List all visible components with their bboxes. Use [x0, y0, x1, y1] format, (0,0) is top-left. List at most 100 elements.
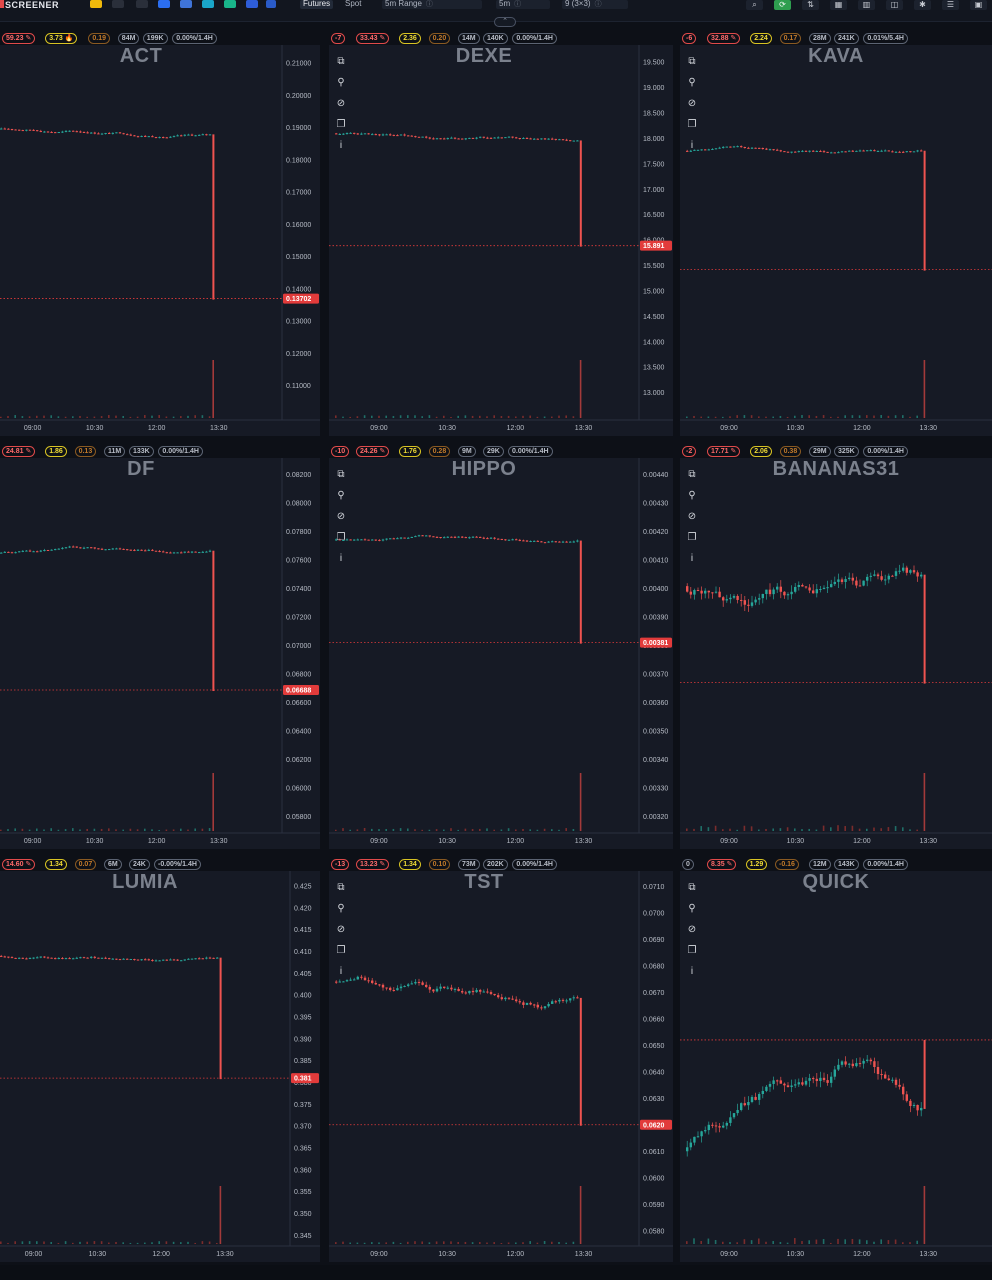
chart-panel-quick[interactable]: 0 8.35 ✎ 1.29 -0.16 12M 143K 0.00%/1.4H 09:00 10… [680, 857, 992, 1262]
hide-icon[interactable]: ⊘ [687, 924, 697, 935]
copy-icon[interactable]: ⧉ [337, 56, 345, 67]
candle-body [891, 151, 894, 153]
chart-panel-lumia[interactable]: 14.60 ✎ 1.34 0.07 6M 24K -0.00%/1.4H 0.425 0.42… [0, 857, 320, 1262]
list-icon[interactable]: ☰ [942, 0, 959, 10]
candle-body [443, 986, 446, 988]
okx-icon[interactable] [136, 0, 148, 8]
bybit-icon[interactable] [112, 0, 124, 8]
candle-body [104, 549, 107, 551]
pin-icon[interactable]: ⚲ [337, 903, 345, 914]
bitget-icon[interactable] [180, 0, 192, 8]
candle-body [576, 140, 579, 142]
candlestick-chart[interactable]: 0.21000 0.20000 0.19000 0.18000 0.17000 0.160… [0, 31, 320, 436]
candle-body [396, 988, 399, 991]
grid-select[interactable]: 9 (3×3) ⓘ [562, 0, 628, 9]
duplicate-icon[interactable]: ❐ [336, 945, 346, 956]
candle-body [205, 134, 208, 136]
candle-body [371, 134, 374, 136]
chart-panel-bananas31[interactable]: -2 17.71 ✎ 2.06 0.38 29M 325K 0.00%/1.4H 09:00 1… [680, 444, 992, 849]
stat-badge: 24.81 ✎ [2, 446, 36, 457]
collapse-toolbar-toggle[interactable]: ⌃ [494, 17, 516, 27]
candlestick-chart[interactable]: 09:00 10:30 12:00 13:30 [680, 31, 992, 436]
info-icon[interactable]: i [690, 140, 694, 151]
other-exchange-icon[interactable] [266, 0, 276, 8]
copy-icon[interactable]: ⧉ [688, 469, 696, 480]
candle-body [489, 992, 493, 994]
chart-panel-kava[interactable]: -6 32.88 ✎ 2.24 0.17 28M 241K 0.01%/5.4H 09:00 1… [680, 31, 992, 436]
duplicate-icon[interactable]: ❐ [336, 119, 346, 130]
pin-icon[interactable]: ⚲ [337, 77, 345, 88]
binance-icon[interactable] [90, 0, 102, 8]
hide-icon[interactable]: ⊘ [336, 511, 346, 522]
search-icon[interactable]: ⌕ [746, 0, 763, 10]
pin-icon[interactable]: ⚲ [688, 903, 696, 914]
candle-body [93, 132, 96, 134]
window-icon[interactable]: ▣ [970, 0, 987, 10]
copy-icon[interactable]: ⧉ [337, 882, 345, 893]
candle-body [471, 990, 475, 993]
time-tick-label: 09:00 [720, 425, 738, 432]
info-icon[interactable]: i [690, 966, 694, 977]
kucoin-icon[interactable] [224, 0, 236, 8]
chart-panel-act[interactable]: 59.23 ✎ 3.73 🔥 0.19 84M 199K 0.00%/1.4H 0.2100… [0, 31, 320, 436]
hide-icon[interactable]: ⊘ [336, 924, 346, 935]
candlestick-chart[interactable]: 0.0710 0.0700 0.0690 0.0680 0.0670 0.0660 0.06… [329, 857, 673, 1262]
duplicate-icon[interactable]: ❐ [687, 945, 697, 956]
info-icon[interactable]: i [339, 140, 343, 151]
stat-badge: 1.29 [745, 859, 768, 870]
range-select[interactable]: 5m Range ⓘ [382, 0, 482, 9]
candlestick-chart[interactable]: 09:00 10:30 12:00 13:30 [680, 444, 992, 849]
candle-body [884, 1074, 887, 1079]
pin-icon[interactable]: ⚲ [688, 490, 696, 501]
candle-body [129, 134, 132, 136]
duplicate-icon[interactable]: ❐ [687, 119, 697, 130]
htx-icon[interactable] [246, 0, 258, 8]
sort-icon[interactable]: ⇅ [802, 0, 819, 10]
hide-icon[interactable]: ⊘ [687, 511, 697, 522]
pin-icon[interactable]: ⚲ [688, 77, 696, 88]
range-help-icon[interactable]: ⓘ [425, 1, 433, 8]
pin-icon[interactable]: ⚲ [337, 490, 345, 501]
grid-help-icon[interactable]: ⓘ [594, 1, 602, 8]
settings-icon[interactable]: ✱ [914, 0, 931, 10]
columns-icon[interactable]: ▥ [858, 0, 875, 10]
chart-panel-hippo[interactable]: -10 24.26 ✎ 1.76 0.28 9M 29K 0.00%/1.4H 0.00440… [329, 444, 673, 849]
info-icon[interactable]: i [339, 553, 343, 564]
layout-icon[interactable]: ▦ [830, 0, 847, 10]
alert-icon[interactable]: ⟳ [774, 0, 791, 10]
candle-body [558, 139, 561, 141]
chart-panel-dexe[interactable]: -7 33.43 ✎ 2.36 0.20 14M 140K 0.00%/1.4H 19.500… [329, 31, 673, 436]
candle-body [790, 1085, 793, 1087]
candle-body [887, 1078, 890, 1081]
copy-icon[interactable]: ⧉ [688, 882, 696, 893]
volume-bar [486, 1242, 488, 1244]
duplicate-icon[interactable]: ❐ [687, 532, 697, 543]
duplicate-icon[interactable]: ❐ [336, 532, 346, 543]
info-icon[interactable]: i [339, 966, 343, 977]
candlestick-chart[interactable]: 09:00 10:30 12:00 13:30 [680, 857, 992, 1262]
candle-body [385, 987, 388, 989]
hide-icon[interactable]: ⊘ [336, 98, 346, 109]
candlestick-chart[interactable]: 0.08200 0.08000 0.07800 0.07600 0.07400 0.072… [0, 444, 320, 849]
candlestick-chart[interactable]: 0.425 0.420 0.415 0.410 0.405 0.400 0.395 0.390… [0, 857, 320, 1262]
interval-help-icon[interactable]: ⓘ [514, 1, 522, 8]
info-icon[interactable]: i [690, 553, 694, 564]
price-tick-label: 0.0580 [643, 1228, 665, 1235]
spot-tab[interactable]: Spot [345, 0, 362, 8]
candle-body [374, 982, 377, 985]
chart-icon[interactable]: ◫ [886, 0, 903, 10]
candle-body [205, 957, 208, 959]
chart-panel-df[interactable]: 24.81 ✎ 1.86 0.13 11M 133K 0.00%/1.4H 0.08200 0… [0, 444, 320, 849]
futures-tab[interactable]: Futures [300, 0, 334, 9]
copy-icon[interactable]: ⧉ [688, 56, 696, 67]
candlestick-chart[interactable]: 19.500 19.000 18.500 18.000 17.500 17.000 16.5… [329, 31, 673, 436]
hide-icon[interactable]: ⊘ [687, 98, 697, 109]
chart-panel-tst[interactable]: -13 13.23 ✎ 1.34 0.10 73M 202K 0.00%/1.4H 0.071… [329, 857, 673, 1262]
gate-icon[interactable] [158, 0, 170, 8]
copy-icon[interactable]: ⧉ [337, 469, 345, 480]
volume-bar [500, 1242, 503, 1244]
mexc-icon[interactable] [202, 0, 214, 8]
interval-select[interactable]: 5m ⓘ [496, 0, 550, 9]
volume-bar [722, 829, 724, 831]
candlestick-chart[interactable]: 0.00440 0.00430 0.00420 0.00410 0.00400 0.003… [329, 444, 673, 849]
